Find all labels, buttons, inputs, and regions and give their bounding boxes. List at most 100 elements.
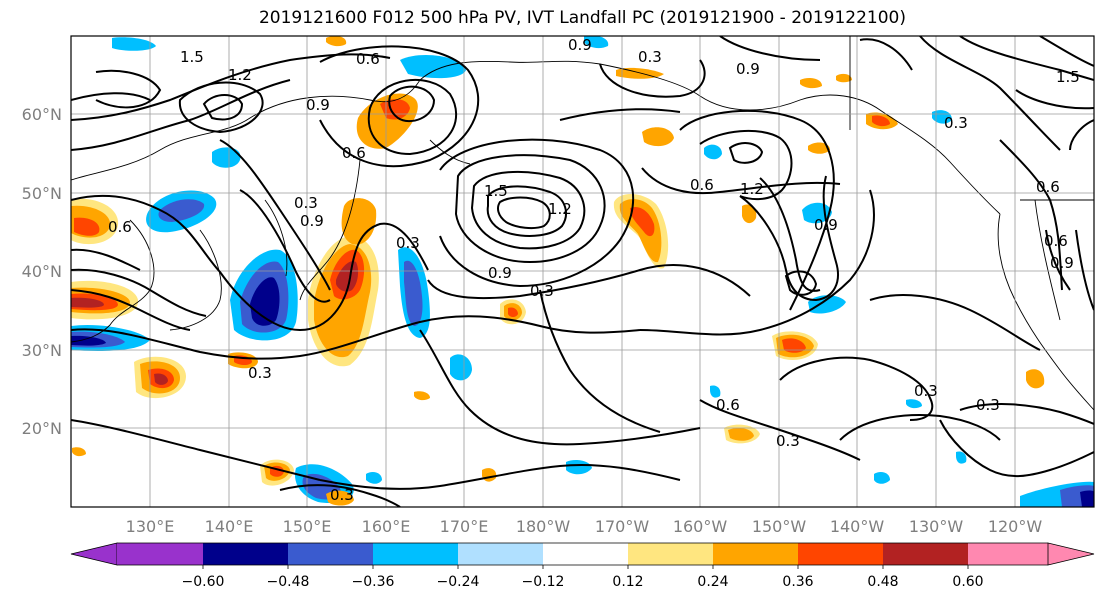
negative-anomaly-region [874,472,890,484]
colorbar-tick-label: −0.60 [182,574,225,590]
positive-anomaly-region [630,206,655,237]
latitude-label: 20°N [22,419,62,438]
contour-label: 0.3 [914,382,938,400]
latitude-label: 60°N [22,105,62,124]
contour-label: 0.3 [638,48,662,66]
contour-label: 1.5 [1056,68,1080,86]
contour-label: 0.6 [108,218,132,236]
colorbar-segment [798,543,883,565]
latitude-label: 30°N [22,341,62,360]
positive-anomaly-region [1026,369,1045,389]
colorbar-segment [968,543,1048,565]
colorbar-tick-label: −0.36 [352,574,395,590]
longitude-label: 150°E [283,517,332,536]
positive-anomaly-region [341,198,377,245]
colorbar-outline [117,542,1048,566]
positive-anomaly-region [800,78,822,89]
contour-label: 0.6 [1036,178,1060,196]
longitude-label: 180°W [516,517,571,536]
map-frame [70,35,1095,508]
colorbar-tick-label: 0.60 [952,574,983,590]
negative-anomaly-region [404,260,423,326]
contour-label: 0.3 [396,234,420,252]
contour-label: 0.9 [488,264,512,282]
positive-anomaly-region [154,373,168,385]
colorbar-tick-label: 0.24 [697,574,728,590]
colorbar-segment [883,543,968,565]
contour-label: 0.9 [814,216,838,234]
longitude-label: 170°W [595,517,650,536]
negative-anomaly-region [704,144,722,160]
pv-shading [71,36,1094,507]
contour-label: 0.9 [568,36,592,54]
colorbar-segment [458,543,543,565]
positive-anomaly-region [742,204,757,224]
negative-anomaly-region [366,472,382,484]
longitude-label: 130°W [909,517,964,536]
positive-anomaly-region [872,115,890,127]
contour-label: 0.3 [976,396,1000,414]
contour-label: 1.5 [484,182,508,200]
contour-label: 0.6 [690,176,714,194]
negative-anomaly-region [450,354,472,381]
negative-anomaly-region [710,385,721,398]
negative-anomaly-region [906,399,922,409]
positive-anomaly-region [71,297,104,308]
negative-anomaly-region [1080,490,1094,507]
negative-anomaly-region [932,110,952,124]
pv-contours [71,36,1094,507]
colorbar-segment [373,543,458,565]
colorbar-segment [543,543,628,565]
longitude-label: 170°E [440,517,489,536]
negative-anomaly-region [400,55,466,79]
longitude-label: 140°W [830,517,885,536]
contour-label: 1.2 [228,66,252,84]
longitude-label: 130°E [126,517,175,536]
contour-label: 0.6 [716,396,740,414]
contour-label: 1.5 [180,48,204,66]
contour-label: 0.3 [330,486,354,504]
negative-anomaly-region [956,451,967,464]
colorbar-ticks [202,565,969,569]
contour-label: 0.3 [294,194,318,212]
negative-anomaly-region [566,460,592,475]
positive-anomaly-region [72,447,86,457]
contour-label: 1.2 [548,200,572,218]
colorbar-segment [288,543,373,565]
contour-label: 0.6 [342,144,366,162]
negative-anomaly-region [212,147,241,168]
negative-anomaly-region [584,36,609,49]
positive-anomaly-region [326,490,354,506]
positive-anomaly-region [642,127,674,147]
latitude-label: 40°N [22,262,62,281]
contour-labels: 1.5 1.2 0.6 0.9 0.9 0.3 0.9 1.2 0.6 0.9 … [108,36,1080,504]
contour-label: 0.9 [1050,254,1074,272]
latitude-label: 50°N [22,184,62,203]
longitude-label: 120°W [988,517,1043,536]
contour-label: 0.9 [300,212,324,230]
positive-anomaly-region [808,142,830,154]
positive-anomaly-region [836,73,852,83]
colorbar-segment [117,543,203,565]
colorbar-segment [203,543,288,565]
colorbar: −0.60 −0.48 −0.36 −0.24 −0.12 0.12 0.24 … [70,542,1095,590]
colorbar-tick-label: 0.48 [867,574,898,590]
colorbar-tick-label: −0.12 [522,574,565,590]
contour-label: 0.3 [944,114,968,132]
positive-anomaly-region [728,428,754,441]
positive-anomaly-region [414,391,430,401]
colorbar-tick-label: 0.36 [782,574,813,590]
contour-label: 0.3 [530,282,554,300]
colorbar-segment [628,543,713,565]
positive-anomaly-region [380,99,410,120]
colorbar-segment [713,543,798,565]
colorbar-over-arrow [1047,542,1095,566]
coastlines [71,36,1094,411]
longitude-label: 160°W [673,517,728,536]
contour-label: 0.3 [248,364,272,382]
contour-label: 0.6 [356,50,380,68]
contour-label: 1.2 [740,180,764,198]
negative-anomaly-region [71,335,106,346]
colorbar-under-arrow [70,542,118,566]
